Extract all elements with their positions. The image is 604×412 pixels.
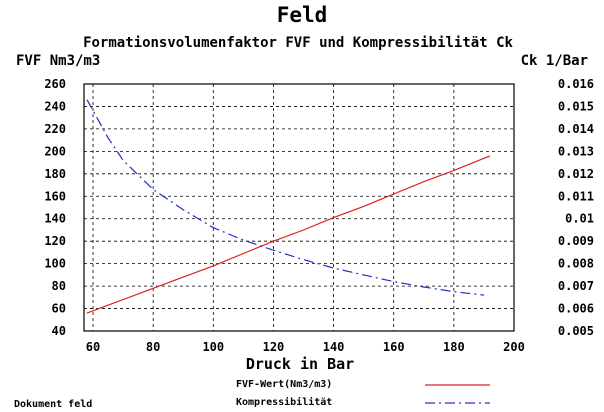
x-tick-label: 120	[263, 340, 285, 354]
x-tick-label: 140	[323, 340, 345, 354]
y-right-tick-label: 0.013	[558, 144, 594, 158]
y-left-tick-label: 120	[44, 234, 66, 248]
grid	[84, 84, 514, 331]
series-line-1	[86, 99, 484, 296]
y-axis-left-label: FVF Nm3/m3	[16, 53, 100, 69]
y-right-tick-label: 0.009	[558, 234, 594, 248]
axis-ticks: 60 80 100 120 140 160 180 200 40 60 80 100 120 140 160…	[44, 77, 594, 354]
y-left-tick-label: 40	[52, 324, 66, 338]
y-left-tick-label: 160	[44, 189, 66, 203]
y-right-tick-label: 0.01	[565, 212, 594, 226]
x-tick-label: 80	[146, 340, 160, 354]
y-left-tick-label: 260	[44, 77, 66, 91]
y-left-tick-label: 200	[44, 144, 66, 158]
x-tick-label: 60	[86, 340, 100, 354]
x-tick-label: 200	[503, 340, 525, 354]
y-left-tick-label: 140	[44, 212, 66, 226]
legend-label: FVF-Wert(Nm3/m3)	[236, 379, 332, 390]
plot-frame	[83, 83, 515, 332]
y-left-tick-label: 60	[52, 302, 66, 316]
y-left-tick-label: 100	[44, 257, 66, 271]
legend-label: Kompressibilität	[236, 396, 332, 408]
chart-title: Feld	[277, 3, 328, 27]
chart-subtitle: Formationsvolumenfaktor FVF und Kompress…	[83, 35, 513, 51]
y-right-tick-label: 0.005	[558, 324, 594, 338]
footer-document-label: Dokument feld	[14, 399, 92, 410]
y-left-tick-label: 220	[44, 122, 66, 136]
series-line-0	[86, 155, 491, 314]
y-right-tick-label: 0.006	[558, 302, 594, 316]
y-right-tick-label: 0.011	[558, 189, 594, 203]
y-axis-right-label: Ck 1/Bar	[521, 53, 588, 69]
y-left-tick-label: 80	[52, 279, 66, 293]
y-right-tick-label: 0.007	[558, 279, 594, 293]
x-tick-label: 180	[443, 340, 465, 354]
y-right-tick-label: 0.012	[558, 167, 594, 181]
y-right-tick-label: 0.008	[558, 257, 594, 271]
x-axis-label: Druck in Bar	[246, 355, 354, 373]
series-layer	[86, 99, 491, 314]
y-right-tick-label: 0.015	[558, 99, 594, 113]
y-left-tick-label: 240	[44, 99, 66, 113]
legend: FVF-Wert(Nm3/m3) Kompressibilität	[236, 379, 490, 408]
y-right-tick-label: 0.016	[558, 77, 594, 91]
x-tick-label: 100	[202, 340, 224, 354]
x-tick-label: 160	[383, 340, 405, 354]
y-right-tick-label: 0.014	[558, 122, 594, 136]
plot-area: 60 80 100 120 140 160 180 200 40 60 80 100 120 140 160…	[44, 77, 594, 354]
y-left-tick-label: 180	[44, 167, 66, 181]
